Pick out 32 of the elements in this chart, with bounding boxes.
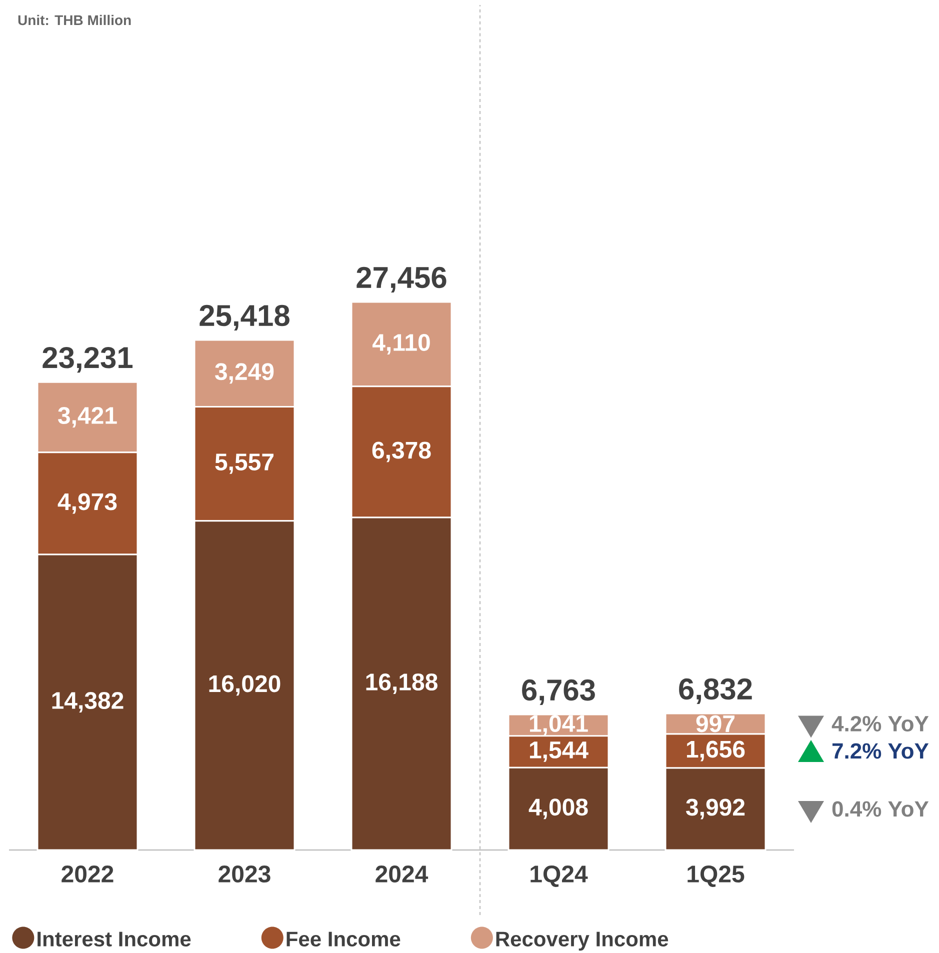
text: Unit: THB Million bbox=[18, 14, 131, 26]
data-label: 16,188 bbox=[366, 673, 438, 694]
text: 7.2% YoY bbox=[832, 743, 929, 759]
x-tick-label: 1Q25 bbox=[688, 866, 744, 887]
data-label: 6,378 bbox=[372, 442, 431, 462]
data-label: 3,992 bbox=[686, 798, 745, 820]
data-label: 4,973 bbox=[58, 493, 117, 514]
x-tick-label: 2023 bbox=[218, 866, 270, 883]
data-label: 1,544 bbox=[530, 742, 588, 762]
annotation: 6,832 bbox=[679, 678, 752, 704]
data-label: 4,008 bbox=[528, 798, 588, 820]
data-label: 16,020 bbox=[209, 675, 280, 696]
data-label: 14,382 bbox=[52, 692, 124, 713]
annotation: 6,763 bbox=[522, 679, 595, 706]
text: 4.2% YoY bbox=[832, 716, 929, 732]
annotation: 25,418 bbox=[200, 304, 290, 330]
legend-label: Interest Income bbox=[38, 932, 191, 946]
x-tick-label: 2024 bbox=[376, 866, 428, 883]
annotation: 23,231 bbox=[42, 346, 133, 373]
data-label: 5,557 bbox=[215, 454, 274, 474]
data-label: 3,249 bbox=[215, 363, 274, 384]
x-tick-label: 1Q24 bbox=[530, 866, 588, 887]
text: 27,456 bbox=[356, 266, 446, 292]
legend-label: Recovery Income bbox=[496, 932, 668, 951]
data-label: 1,656 bbox=[686, 740, 745, 762]
data-label: 1,041 bbox=[530, 715, 588, 736]
text: 0.4% YoY bbox=[832, 801, 929, 817]
data-label: 4,110 bbox=[372, 334, 430, 354]
data-label: 997 bbox=[696, 715, 734, 732]
data-label: 3,421 bbox=[58, 407, 117, 428]
x-tick-label: 2022 bbox=[62, 866, 114, 883]
legend-label: Fee Income bbox=[286, 932, 400, 946]
